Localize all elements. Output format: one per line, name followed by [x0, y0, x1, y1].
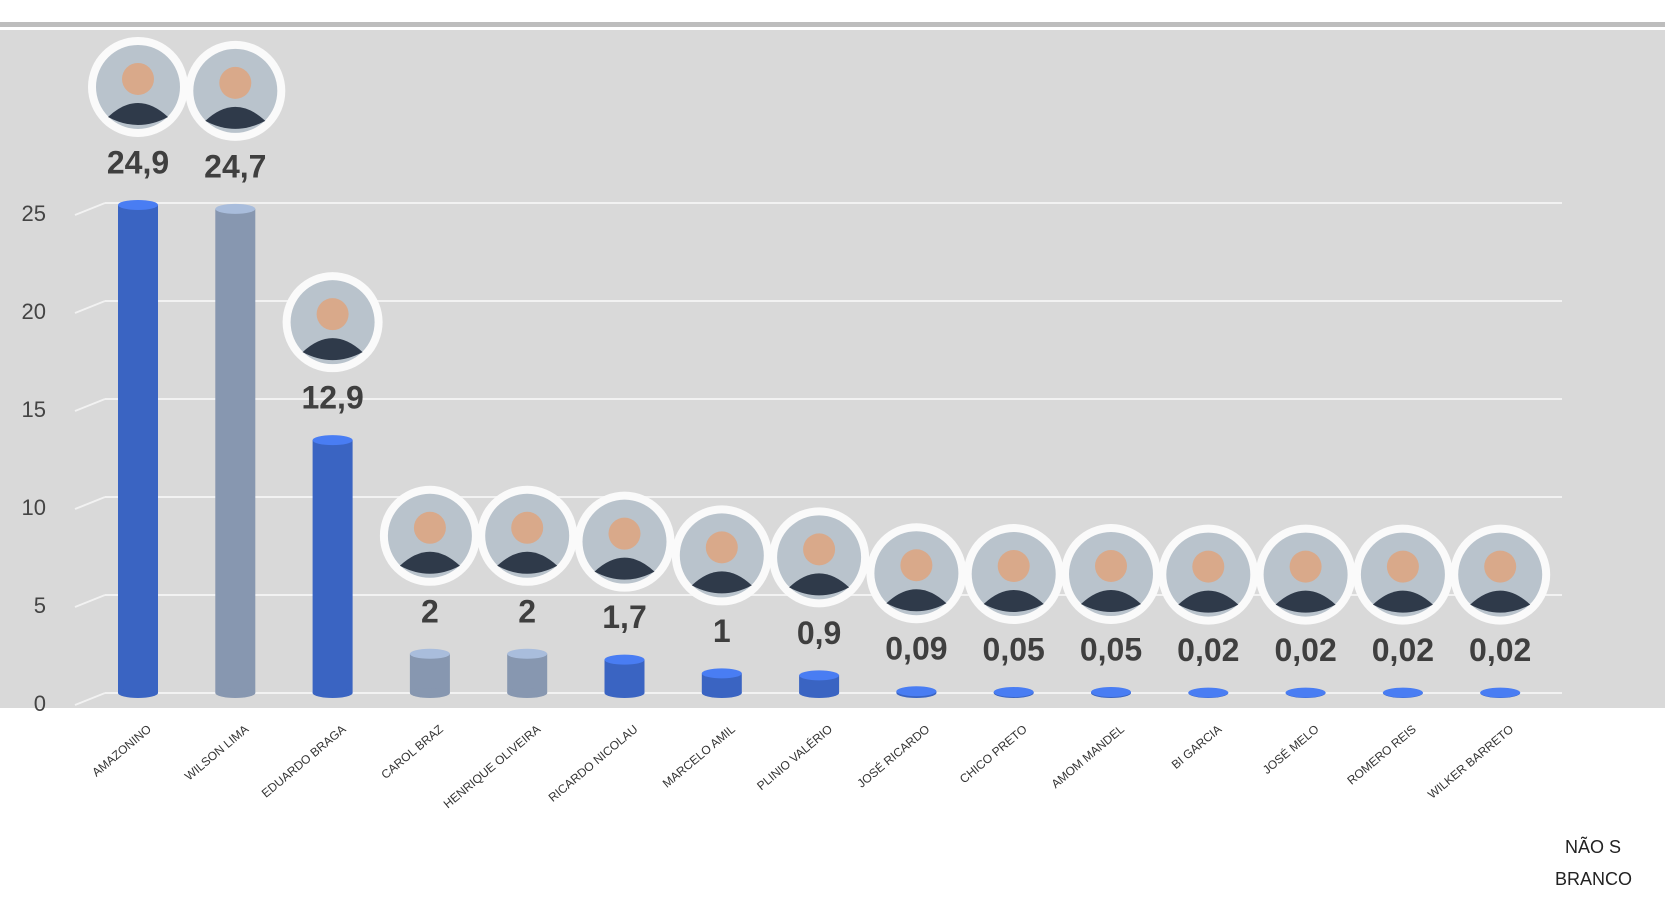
bar-top	[1383, 688, 1423, 698]
y-tick-label: 20	[22, 299, 46, 324]
photo-head	[414, 512, 446, 544]
bar	[118, 200, 158, 698]
value-label: 24,7	[204, 148, 266, 184]
photo-head	[1387, 551, 1419, 583]
bar	[994, 687, 1034, 698]
bar	[1480, 688, 1520, 698]
candidate-photo	[1353, 525, 1453, 625]
bar-top	[410, 649, 450, 659]
candidate-photo	[88, 37, 188, 137]
bar-base	[799, 688, 839, 698]
bar	[1286, 688, 1326, 698]
photo-head	[122, 63, 154, 95]
y-tick-label: 0	[34, 691, 46, 716]
bar-body	[410, 654, 450, 693]
photo-head	[317, 298, 349, 330]
y-tick-label: 15	[22, 397, 46, 422]
value-label: 2	[421, 593, 439, 629]
candidate-photo	[866, 523, 966, 623]
value-label: 0,05	[1080, 631, 1142, 667]
candidate-photo	[380, 486, 480, 586]
bar-base	[118, 688, 158, 698]
annotation: NÃO S	[1565, 836, 1621, 857]
photo-head	[998, 550, 1030, 582]
bar	[507, 649, 547, 698]
top-border	[0, 22, 1665, 27]
bar-base	[702, 688, 742, 698]
candidate-photo	[477, 486, 577, 586]
photo-head	[1290, 551, 1322, 583]
photo-head	[1095, 550, 1127, 582]
candidate-photo	[964, 524, 1064, 624]
candidate-photo	[575, 492, 675, 592]
bar	[605, 655, 645, 698]
bar-body	[313, 440, 353, 693]
photo-head	[803, 533, 835, 565]
bar-top	[605, 655, 645, 665]
bar	[799, 670, 839, 698]
value-label: 2	[518, 593, 536, 629]
photo-head	[219, 67, 251, 99]
y-tick-label: 25	[22, 201, 46, 226]
bar	[410, 649, 450, 698]
bar-base	[507, 688, 547, 698]
candidate-photo	[1061, 524, 1161, 624]
bar-top	[215, 204, 255, 214]
bar-top	[994, 687, 1034, 697]
bar-top	[507, 649, 547, 659]
y-tick-label: 10	[22, 495, 46, 520]
value-label: 24,9	[107, 144, 169, 180]
value-label: 0,02	[1469, 632, 1531, 668]
photo-head	[609, 518, 641, 550]
bar-base	[605, 688, 645, 698]
bar-top	[313, 435, 353, 445]
bar-top	[118, 200, 158, 210]
bar-body	[507, 654, 547, 693]
photo-head	[511, 512, 543, 544]
bar-base	[313, 688, 353, 698]
photo-head	[900, 549, 932, 581]
y-tick-label: 5	[34, 593, 46, 618]
bar	[1188, 688, 1228, 698]
candidate-photo	[1158, 525, 1258, 625]
bar	[896, 686, 936, 698]
value-label: 0,05	[983, 631, 1045, 667]
photo-head	[706, 531, 738, 563]
photo-head	[1192, 551, 1224, 583]
candidate-photo	[283, 272, 383, 372]
bar	[702, 668, 742, 698]
value-label: 0,02	[1177, 632, 1239, 668]
candidate-photo	[769, 507, 869, 607]
bar-body	[215, 209, 255, 693]
bar-top	[1188, 688, 1228, 698]
bar-top	[1091, 687, 1131, 697]
bar-top	[896, 686, 936, 696]
annotation: BRANCO	[1555, 869, 1632, 889]
bar	[1091, 687, 1131, 698]
candidate-photo	[1450, 525, 1550, 625]
value-label: 0,02	[1372, 632, 1434, 668]
bar-body	[118, 205, 158, 693]
bar	[1383, 688, 1423, 698]
photo-head	[1484, 551, 1516, 583]
value-label: 12,9	[301, 380, 363, 416]
candidate-photo	[185, 41, 285, 141]
bar-top	[799, 670, 839, 680]
candidate-photo	[1256, 525, 1356, 625]
candidate-photo	[672, 505, 772, 605]
value-label: 1	[713, 613, 731, 649]
bar-base	[215, 688, 255, 698]
bar-top	[1480, 688, 1520, 698]
bar-base	[410, 688, 450, 698]
value-label: 0,9	[797, 615, 841, 651]
value-label: 0,09	[885, 631, 947, 667]
value-label: 1,7	[602, 599, 646, 635]
bar	[215, 204, 255, 698]
value-label: 0,02	[1274, 632, 1336, 668]
bar-top	[702, 668, 742, 678]
bar	[313, 435, 353, 698]
bar-top	[1286, 688, 1326, 698]
